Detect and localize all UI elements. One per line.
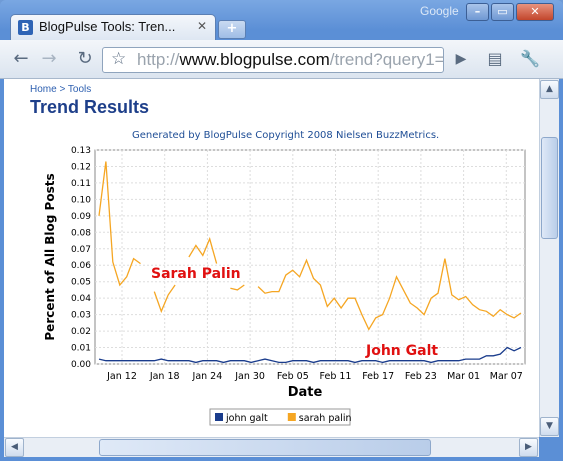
- tab-title: BlogPulse Tools: Tren...: [39, 19, 176, 34]
- title-bar: B BlogPulse Tools: Tren... ✕ + Google – …: [0, 0, 563, 41]
- blogpulse-favicon-icon: B: [18, 20, 33, 35]
- y-tick-label: 0.12: [71, 162, 91, 172]
- series-line-sarah-palin: [98, 161, 522, 331]
- scroll-left-icon[interactable]: ◀: [5, 438, 24, 457]
- reload-icon[interactable]: ↻: [77, 48, 93, 69]
- copyright-notice: Generated by BlogPulse Copyright 2008 Ni…: [132, 130, 440, 141]
- navigation-toolbar: ← → ↻ ☆ http://www.blogpulse.com/trend?q…: [0, 40, 563, 79]
- y-tick-label: 0.05: [71, 278, 91, 288]
- legend-swatch: [287, 413, 296, 421]
- y-tick-label: 0.03: [71, 311, 91, 321]
- scroll-up-icon[interactable]: ▲: [540, 80, 559, 99]
- trend-chart: 0.00 0.01 0.02 0.03 0.04 0.05 0.06 0.07 0.08 0.09…: [43, 146, 526, 426]
- url-path: /trend?query1=: [329, 50, 444, 69]
- breadcrumb[interactable]: Home > Tools: [30, 84, 92, 95]
- x-tick-label: Jan 12: [106, 371, 137, 382]
- x-tick-label: Feb 05: [277, 371, 309, 382]
- close-window-button[interactable]: ✕: [516, 3, 554, 21]
- x-tick-label: Jan 18: [149, 371, 180, 382]
- y-tick-label: 0.13: [71, 146, 91, 156]
- legend-swatch: [215, 413, 223, 421]
- x-tick-label: Feb 11: [320, 371, 352, 382]
- annotation-label: Sarah Palin: [151, 266, 241, 282]
- y-tick-label: 0.06: [71, 261, 91, 271]
- x-tick-label: Feb 17: [362, 371, 394, 382]
- x-tick-label: Feb 23: [405, 371, 437, 382]
- x-tick-label: Mar 07: [490, 371, 523, 382]
- bookmark-star-icon[interactable]: ☆: [111, 49, 127, 69]
- y-tick-label: 0.10: [71, 195, 91, 205]
- y-tick-label: 0.07: [71, 245, 91, 255]
- horizontal-scrollbar[interactable]: ◀ ▶: [4, 437, 539, 457]
- y-tick-label: 0.11: [71, 179, 91, 189]
- tab-blogpulse[interactable]: B BlogPulse Tools: Tren... ✕: [10, 14, 216, 41]
- minimize-button[interactable]: –: [466, 3, 489, 21]
- page-content: Home > Tools Trend Results Generated by …: [4, 79, 539, 437]
- vertical-scrollbar[interactable]: ▲ ▼: [539, 79, 559, 437]
- close-tab-icon[interactable]: ✕: [197, 19, 208, 33]
- maximize-button[interactable]: ▭: [491, 3, 514, 21]
- legend-box: [209, 408, 351, 426]
- url-text: http://www.blogpulse.com/trend?query1=: [137, 50, 444, 70]
- y-tick-label: 0.02: [71, 327, 91, 337]
- wrench-menu-icon[interactable]: 🔧: [520, 49, 540, 68]
- back-arrow-icon[interactable]: ←: [13, 48, 29, 69]
- scroll-down-icon[interactable]: ▼: [540, 417, 559, 436]
- x-tick-label: Mar 01: [447, 371, 480, 382]
- google-brand-label: Google: [420, 4, 459, 18]
- url-prefix: http://: [137, 50, 180, 69]
- series-line-john-galt: [98, 346, 522, 364]
- vertical-scroll-thumb[interactable]: [541, 137, 558, 239]
- y-tick-label: 0.08: [71, 228, 91, 238]
- plot-area: [94, 149, 526, 365]
- y-axis-label: Percent of All Blog Posts: [43, 173, 57, 340]
- page-menu-icon[interactable]: ▤: [487, 49, 503, 68]
- x-tick-label: Jan 30: [234, 371, 265, 382]
- page-title: Trend Results: [30, 97, 150, 117]
- url-host: www.blogpulse.com: [179, 50, 330, 69]
- scroll-right-icon[interactable]: ▶: [519, 438, 538, 457]
- go-arrow-icon[interactable]: ▶: [455, 51, 467, 67]
- x-tick-label: Jan 24: [192, 371, 223, 382]
- legend-entry: sarah palin: [299, 413, 352, 424]
- y-tick-label: 0.00: [71, 360, 91, 370]
- y-tick-label: 0.09: [71, 212, 91, 222]
- y-tick-label: 0.04: [71, 294, 91, 304]
- horizontal-scroll-thumb[interactable]: [99, 439, 431, 456]
- address-bar[interactable]: ☆ http://www.blogpulse.com/trend?query1=: [102, 47, 444, 73]
- new-tab-button[interactable]: +: [218, 20, 246, 39]
- annotation-label: John Galt: [365, 343, 438, 359]
- x-axis-label: Date: [288, 385, 323, 400]
- y-tick-label: 0.01: [71, 344, 91, 354]
- forward-arrow-icon[interactable]: →: [41, 48, 57, 69]
- legend-entry: john galt: [225, 413, 268, 424]
